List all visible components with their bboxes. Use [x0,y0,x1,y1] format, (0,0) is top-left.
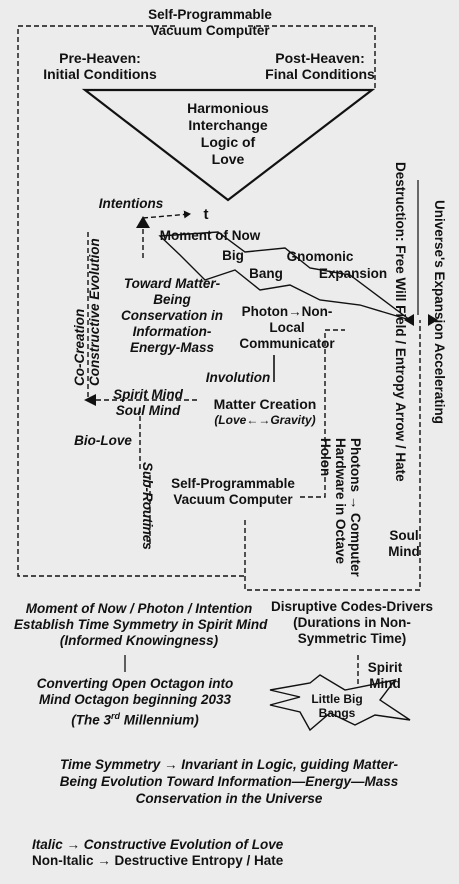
legend-italic: Italic → Constructive Evolution of Love [32,837,284,852]
sub-routines-vertical: Sub-Routines [140,462,155,550]
double-arrow-left [404,314,414,326]
moment-block-line3: (Informed Knowingness) [59,633,219,648]
co-creation-line2: Constructive Evolution [87,238,102,386]
outer-dashed-loop [17,25,245,577]
symmetry-block: Time Symmetry → Invariant in Logic, guid… [18,756,440,807]
left-arrowhead [84,394,96,406]
photon-line1: Photon [241,304,289,319]
photon-arrow: → [288,304,302,319]
legend: Italic → Constructive Evolution of Love … [32,837,332,869]
moment-block-line1: Moment of Now / Photon / Intention [25,601,253,616]
pre-heaven-label: Pre-Heaven: Initial Conditions [35,50,165,82]
disruptive-line2: (Durations in Non- [293,615,411,630]
toward-matter-block: Toward Matter- Being Conservation in Inf… [112,276,232,356]
post-heaven-line2: Final Conditions [265,66,375,82]
mid-box-line1: Self-Programmable [171,476,295,491]
top-right-dashed [248,25,376,90]
octagon-block: Converting Open Octagon into Mind Octago… [20,676,250,729]
moment-block: Moment of Now / Photon / Intention Estab… [14,601,268,649]
triangle-line3: Logic of [200,134,256,150]
soul-mind-right-line2: Mind [388,544,420,559]
photons-line3: Holon [318,438,333,477]
spirit-mind-left: Spirit Mind [113,387,183,402]
bang-label: Bang [249,266,283,281]
legend-nonitalic: Non-Italic → Destructive Entropy / Hate [32,853,284,868]
toward-matter-line3: Conservation in [120,308,223,323]
mid-box-right-dash [300,329,345,498]
co-creation-line1: Co-Creation [72,308,87,386]
photons-line1: Photons → Computer [348,438,363,577]
top-box-line2: Vacuum Computer [150,23,270,38]
right-loop [244,320,421,591]
love-triangle [81,88,376,202]
top-vacuum-computer: Self-Programmable Vacuum Computer [145,7,275,39]
double-arrow-right [428,314,438,326]
soul-mind-right-line1: Soul [389,528,419,543]
moment-of-now-label: Moment of Now [159,228,261,243]
photon-line2: Local [269,320,305,335]
disruptive-line1: Disruptive Codes-Drivers [270,599,434,614]
mid-box-line2: Vacuum Computer [173,492,293,507]
triangle-line2: Interchange [188,117,268,133]
soul-mind-right: Soul Mind [382,528,426,560]
t-label: t [203,206,209,223]
symmetry-line3: Conservation in the Universe [135,791,323,806]
little-big-bangs-line1: Little Big [311,692,363,706]
matter-creation-block: Matter Creation (Love←→Gravity) [200,396,330,428]
triangle-line4: Love [211,151,245,167]
soul-mind-left: Soul Mind [115,403,181,418]
pre-heaven-line1: Pre-Heaven: [59,50,141,66]
mid-vacuum-computer: Self-Programmable Vacuum Computer [168,476,298,508]
big-label: Big [222,248,244,263]
photon-line1b: Non- [301,304,333,319]
symmetry-line1: Time Symmetry → Invariant in Logic, guid… [59,757,399,772]
disruptive-line3: Symmetric Time) [297,631,407,646]
octagon-sup: rd [111,711,120,721]
destruction-vertical: Destruction: Free Will Field / Entropy A… [393,162,408,482]
octagon-line1: Converting Open Octagon into [36,676,234,691]
spirit-mind-right-line1: Spirit [367,660,403,675]
photons-vertical: Photons → Computer Hardware in Octave Ho… [318,438,363,586]
toward-matter-line1: Toward Matter- [123,276,221,291]
moment-block-line2: Establish Time Symmetry in Spirit Mind [14,617,268,632]
octagon-line3a: (The 3 [71,712,111,728]
little-big-bangs-label: Little Big Bangs [302,692,372,720]
little-big-bangs-line2: Bangs [318,706,356,720]
expansion-label: Expansion [318,266,388,281]
triangle-line1: Harmonious [187,100,269,116]
post-heaven-label: Post-Heaven: Final Conditions [250,50,390,82]
post-heaven-line1: Post-Heaven: [275,50,365,66]
top-box-line1: Self-Programmable [148,7,272,22]
matter-creation-line1: Matter Creation [213,396,317,412]
octagon-line2: Mind Octagon beginning 2033 [38,692,231,707]
pre-heaven-line2: Initial Conditions [43,66,157,82]
involution-label: Involution [205,370,271,385]
bio-love-label: Bio-Love [74,433,132,448]
universe-vertical: Universe's Expansion Accelerating [432,200,447,425]
toward-matter-line2: Being [153,292,191,307]
toward-matter-line5: Energy-Mass [129,340,215,355]
photon-block: Photon→Non- Local Communicator [232,304,342,352]
matter-creation-line2: (Love←→Gravity) [214,413,316,427]
toward-matter-line4: Information- [132,324,212,339]
intentions-label: Intentions [98,196,164,211]
octagon-line3b: Millennium) [120,712,199,728]
spirit-mind-right: Spirit Mind [363,660,407,692]
up-arrowhead [136,216,150,228]
big-bang-zigzag [158,231,411,321]
photons-line2: Hardware in Octave [333,438,348,565]
symmetry-line2: Being Evolution Toward Information—Energ… [59,774,399,789]
photon-line3: Communicator [239,336,335,351]
disruptive-block: Disruptive Codes-Drivers (Durations in N… [262,599,442,647]
gnomonic-label: Gnomonic [286,249,354,264]
co-creation-vertical: Co-Creation Constructive Evolution [72,236,102,386]
little-big-bangs-zigzag [269,674,411,732]
triangle-text: Harmonious Interchange Logic of Love [168,100,288,168]
spirit-mind-right-line2: Mind [369,676,401,691]
